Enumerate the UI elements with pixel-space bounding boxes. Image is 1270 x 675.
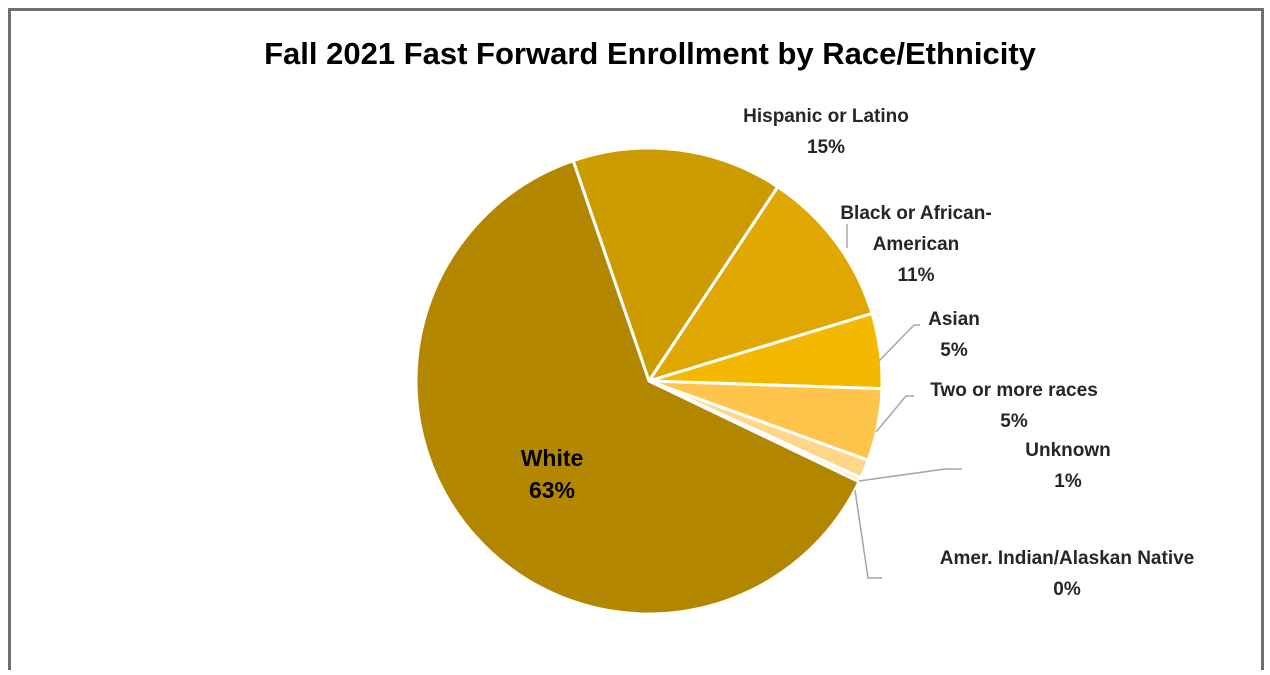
data-label-unknown: Unknown 1%: [1025, 440, 1111, 492]
chart-title: Fall 2021 Fast Forward Enrollment by Rac…: [264, 36, 1036, 71]
pie-slice-hispanic-or-latino: [571, 146, 780, 385]
leader-line-unknown: [858, 468, 962, 482]
data-label-two-or-more-races: Two or more races 5%: [930, 380, 1098, 432]
data-label-hispanic-or-latino: Hispanic or Latino 15%: [743, 106, 909, 158]
leader-line-two-or-more-races: [875, 395, 914, 433]
chart-frame: [8, 8, 1264, 670]
data-label-asian: Asian 5%: [928, 309, 980, 361]
pie-slice-white: [414, 158, 862, 616]
data-label-amer-indian-alaskan-native: Amer. Indian/Alaskan Native 0%: [940, 548, 1195, 600]
data-label-black-or-african-american: Black or African-American 11%: [840, 203, 991, 286]
leader-line-asian: [878, 324, 920, 362]
data-label-white: White 63%: [521, 445, 584, 503]
leader-line-amer-indian-alaskan-native: [854, 489, 882, 579]
pie-slice-black-or-african-american: [645, 184, 874, 384]
